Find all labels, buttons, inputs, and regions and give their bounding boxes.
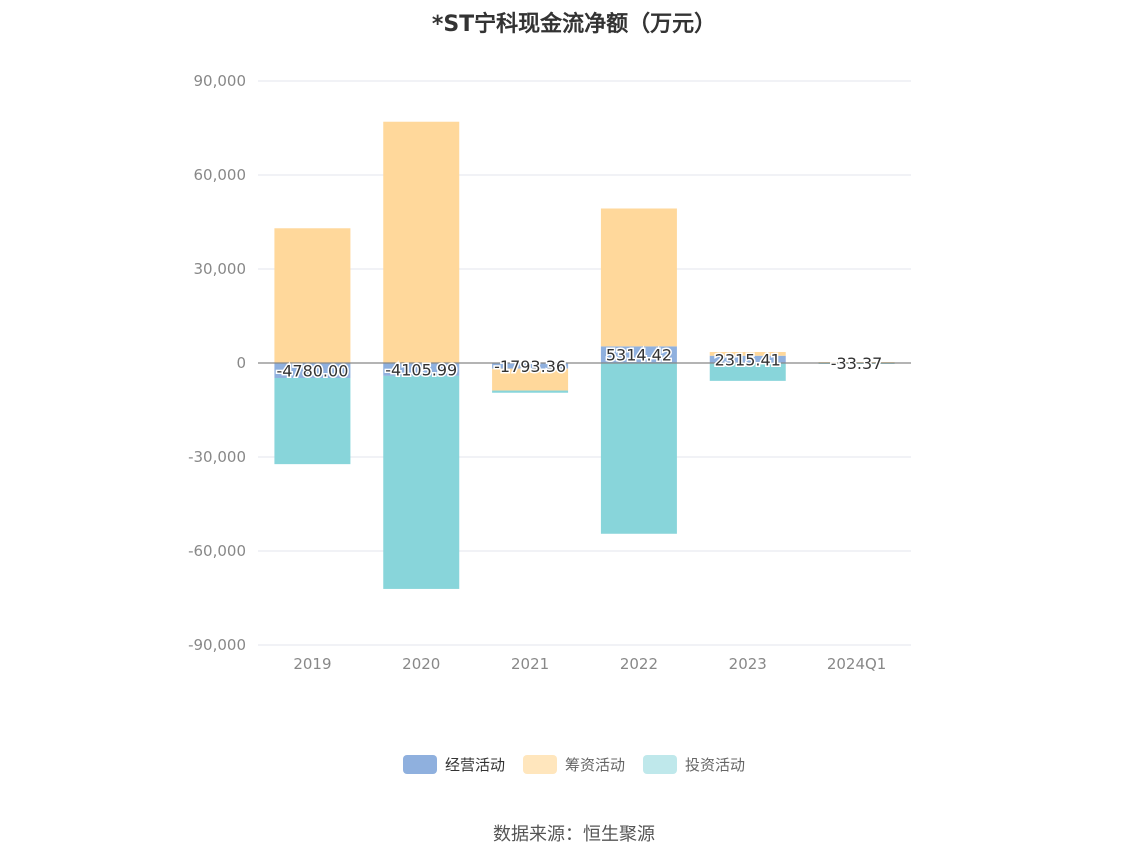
bar-financing — [383, 121, 460, 363]
x-tick-label: 2019 — [293, 655, 331, 673]
x-tick-label: 2020 — [402, 655, 440, 673]
x-tick-label: 2021 — [511, 655, 549, 673]
data-source-note: 数据来源：恒生聚源 — [493, 824, 655, 845]
bar-investing — [709, 363, 786, 381]
legend-swatch-investing — [643, 755, 677, 774]
chart-title: *ST宁科现金流净额（万元） — [431, 12, 717, 37]
legend-item-investing[interactable]: 投资活动 — [643, 754, 745, 775]
legend-label-financing: 筹资活动 — [564, 756, 625, 774]
data-label: 2315.41 — [715, 350, 781, 369]
legend-swatch-operating — [402, 755, 437, 774]
y-tick-label: -30,000 — [188, 448, 246, 466]
y-tick-label: 90,000 — [194, 72, 247, 90]
x-tick-label: 2024Q1 — [827, 655, 887, 673]
data-label: -4105.99 — [385, 360, 457, 379]
legend-label-operating: 经营活动 — [444, 756, 505, 774]
bar-investing — [492, 390, 569, 393]
bar-financing — [709, 351, 786, 356]
x-tick-label: 2022 — [620, 655, 658, 673]
legend-item-operating[interactable]: 经营活动 — [402, 754, 505, 775]
data-label: -4780.00 — [276, 361, 348, 380]
bar-operating — [600, 346, 677, 363]
x-tick-label: 2023 — [729, 655, 767, 673]
bar-investing — [600, 363, 677, 534]
data-label: -1793.36 — [494, 357, 566, 376]
data-label: -33.37 — [831, 354, 883, 373]
bar-financing — [274, 228, 351, 363]
cashflow-bar-chart: 90,000 60,000 30,000 0 -30,000 -60,000 -90,000… — [188, 72, 911, 673]
bar-investing — [274, 377, 351, 465]
bar-operating — [274, 363, 351, 378]
bar-financing — [600, 208, 677, 347]
y-tick-label: -60,000 — [188, 542, 246, 560]
y-tick-label: 60,000 — [194, 166, 247, 184]
legend-label-investing: 投资活动 — [685, 756, 746, 774]
bar-financing — [492, 368, 569, 391]
legend-item-financing[interactable]: 筹资活动 — [522, 754, 625, 775]
y-tick-label: -90,000 — [188, 636, 246, 654]
bar-investing — [383, 375, 460, 589]
bar-operating — [383, 363, 460, 376]
y-tick-label: 0 — [236, 354, 246, 372]
chart-legend: 经营活动 筹资活动 投资活动 — [0, 754, 1148, 775]
y-tick-label: 30,000 — [194, 260, 247, 278]
data-label: 5314.42 — [606, 346, 672, 365]
legend-swatch-financing — [522, 755, 557, 774]
bar-operating — [709, 355, 786, 363]
bar-operating — [492, 363, 569, 369]
